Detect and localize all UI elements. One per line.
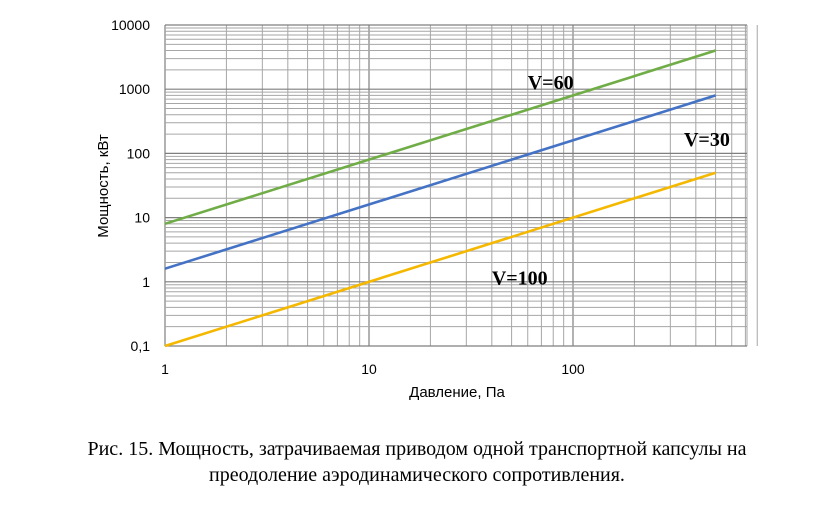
x-tick-label: 10	[361, 361, 377, 377]
chart: 0,1 1 10 100 1000 10000 1 10 100 V=60 V=30 V=100 Д…	[95, 17, 758, 401]
series-labels: V=60 V=30 V=100	[492, 72, 730, 290]
figure-caption: Рис. 15. Мощность, затрачиваемая приводо…	[0, 436, 834, 488]
series-label: V=100	[492, 268, 548, 290]
x-tick-label: 1	[161, 361, 169, 377]
y-tick-label: 10000	[111, 17, 150, 33]
x-axis-title: Давление, Па	[409, 384, 505, 401]
y-tick-label: 10	[134, 210, 150, 226]
y-axis-title: Мощность, кВт	[95, 134, 112, 238]
y-tick-label: 0,1	[131, 338, 151, 354]
series-line	[164, 171, 716, 348]
caption-line-1: Рис. 15. Мощность, затрачиваемая приводо…	[87, 438, 747, 460]
y-tick-label: 100	[127, 145, 151, 161]
y-tick-label: 1000	[119, 81, 150, 97]
series-line	[164, 94, 716, 270]
x-tick-label: 100	[561, 361, 585, 377]
tick-labels: 0,1 1 10 100 1000 10000 1 10 100	[111, 17, 585, 377]
series-label: V=60	[528, 72, 574, 94]
y-tick-label: 1	[142, 274, 150, 290]
caption-line-2: преодоление аэродинамического сопротивле…	[209, 464, 625, 486]
series-lines	[164, 49, 716, 348]
series-label: V=30	[684, 129, 730, 151]
chart-grid	[164, 24, 758, 347]
series-line	[164, 49, 716, 226]
